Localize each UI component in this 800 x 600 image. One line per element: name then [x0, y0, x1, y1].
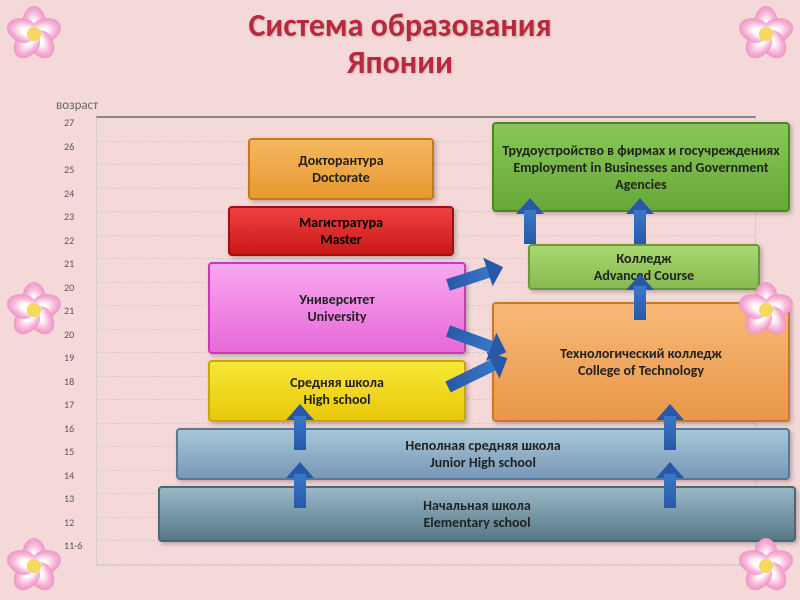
arrow-up-icon: [286, 462, 314, 508]
age-tick: 14: [64, 471, 82, 495]
stage-label-ru: Трудоустройство в фирмах и госучреждения…: [502, 142, 779, 159]
stage-label-en: Master: [320, 231, 361, 248]
age-tick: 22: [64, 236, 82, 260]
age-axis: 27262524232221202120191817161514131211-6: [64, 118, 82, 565]
stage-label-en: Elementary school: [423, 514, 530, 531]
stage-label-ru: Магистратура: [299, 214, 383, 231]
age-axis-label: возраст: [56, 98, 98, 113]
age-tick: 25: [64, 165, 82, 189]
arrow-up-icon: [656, 462, 684, 508]
age-tick: 19: [64, 353, 82, 377]
stage-university: УниверситетUniversity: [208, 262, 466, 354]
flower-icon: [4, 280, 64, 340]
arrow-up-icon: [516, 198, 544, 244]
age-tick: 20: [64, 283, 82, 307]
stage-label-ru: Начальная школа: [423, 497, 531, 514]
age-tick: 18: [64, 377, 82, 401]
arrow-up-icon: [656, 404, 684, 450]
stage-label-en: University: [308, 308, 367, 325]
flower-icon: [736, 4, 796, 64]
stage-elementary: Начальная школаElementary school: [158, 486, 796, 542]
age-tick: 16: [64, 424, 82, 448]
age-tick: 21: [64, 306, 82, 330]
stage-label-en: College of Technology: [578, 362, 704, 379]
stage-highschool: Средняя школаHigh school: [208, 360, 466, 422]
arrow-up-icon: [626, 198, 654, 244]
stage-doctorate: ДокторантураDoctorate: [248, 138, 434, 200]
education-diagram: возраст 27262524232221202120191817161514…: [56, 98, 756, 588]
arrow-up-icon: [286, 404, 314, 450]
stage-label-en: Doctorate: [312, 169, 370, 186]
age-tick: 13: [64, 494, 82, 518]
age-tick: 11-6: [64, 541, 82, 565]
age-tick: 17: [64, 400, 82, 424]
stage-label-ru: Технологический колледж: [560, 345, 722, 362]
stage-label-en: Employment in Businesses and Government …: [494, 159, 788, 193]
title-line1: Система образования: [248, 6, 551, 45]
age-tick: 12: [64, 518, 82, 542]
stage-label-ru: Университет: [299, 291, 375, 308]
stage-master: МагистратураMaster: [228, 206, 454, 256]
stage-label-ru: Докторантура: [298, 152, 383, 169]
arrow-up-icon: [626, 274, 654, 320]
stage-label-ru: Неполная средняя школа: [405, 437, 560, 454]
age-tick: 23: [64, 212, 82, 236]
age-tick: 20: [64, 330, 82, 354]
flower-icon: [736, 280, 796, 340]
age-tick: 21: [64, 259, 82, 283]
flower-icon: [4, 536, 64, 596]
flower-icon: [736, 536, 796, 596]
stage-junior: Неполная средняя школаJunior High school: [176, 428, 790, 480]
age-tick: 24: [64, 189, 82, 213]
age-tick: 15: [64, 447, 82, 471]
page-title: Система образования Японии: [0, 0, 800, 82]
stage-label-ru: Средняя школа: [290, 374, 384, 391]
flower-icon: [4, 4, 64, 64]
stage-label-en: Junior High school: [430, 454, 536, 471]
age-tick: 26: [64, 142, 82, 166]
age-tick: 27: [64, 118, 82, 142]
title-line2: Японии: [347, 43, 453, 82]
stage-label-ru: Колледж: [616, 250, 671, 267]
